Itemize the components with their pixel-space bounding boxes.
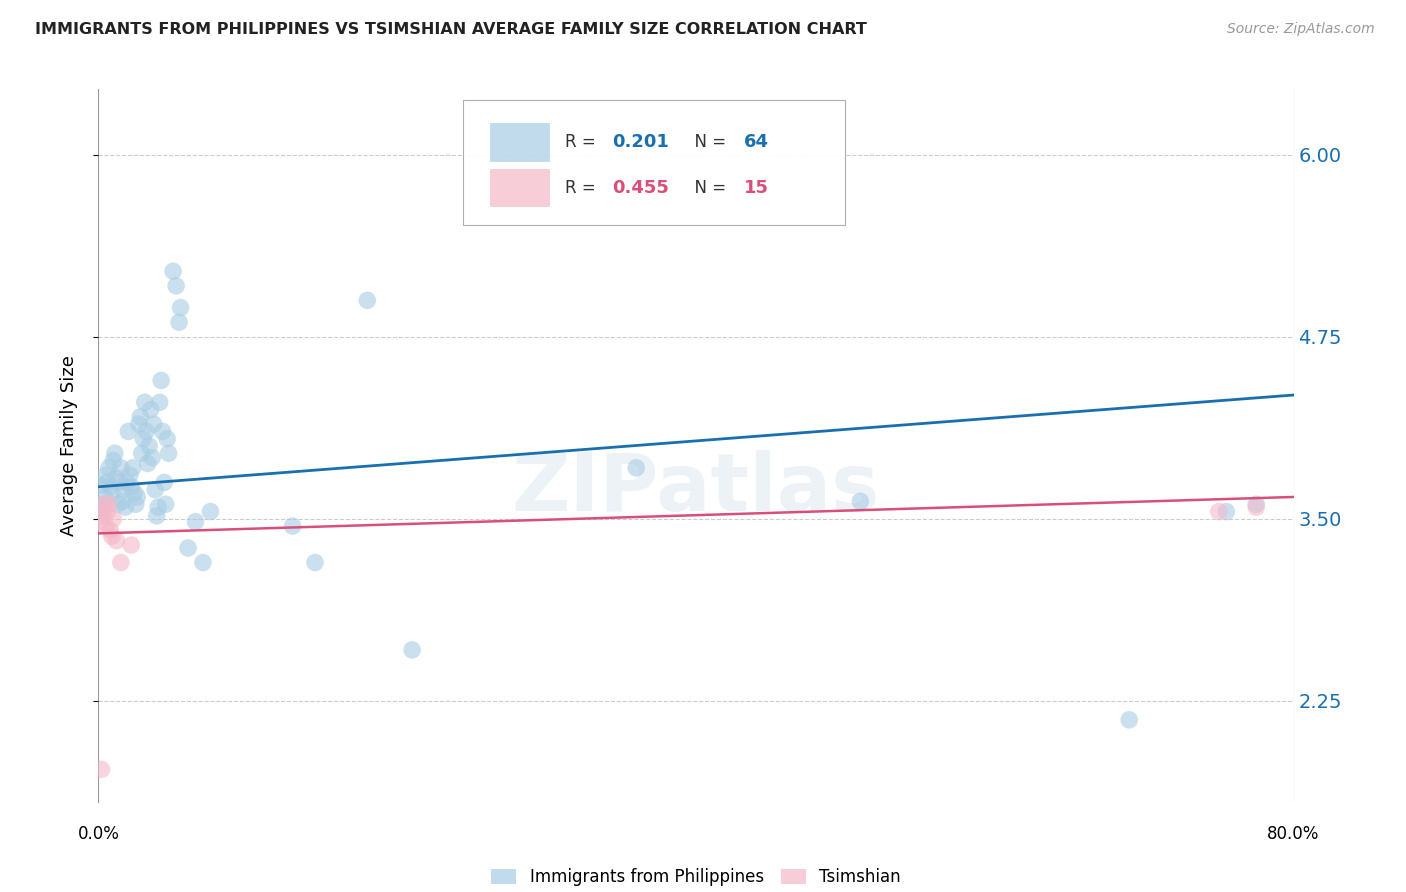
Point [167, 315, 190, 329]
Text: Source: ZipAtlas.com: Source: ZipAtlas.com [1227, 22, 1375, 37]
Point [90, 515, 112, 529]
Point [127, 490, 149, 504]
Point [107, 497, 129, 511]
Text: 0.455: 0.455 [613, 178, 669, 196]
Point [156, 432, 179, 446]
Point [89, 478, 111, 492]
FancyBboxPatch shape [491, 123, 548, 161]
Point [849, 494, 872, 508]
Text: 64: 64 [744, 133, 769, 151]
Text: R =: R = [565, 133, 600, 151]
Point [103, 512, 125, 526]
Text: R =: R = [565, 178, 600, 196]
Point [94, 468, 117, 483]
Point [104, 446, 127, 460]
Point [112, 483, 135, 497]
Point [124, 485, 146, 500]
Point [90, 762, 112, 776]
FancyBboxPatch shape [463, 100, 845, 225]
Point [114, 500, 136, 515]
Text: 80.0%: 80.0% [1267, 825, 1320, 843]
Point [110, 460, 132, 475]
Point [111, 494, 134, 508]
Point [120, 538, 142, 552]
Point [131, 446, 153, 460]
Text: IMMIGRANTS FROM PHILIPPINES VS TSIMSHIAN AVERAGE FAMILY SIZE CORRELATION CHART: IMMIGRANTS FROM PHILIPPINES VS TSIMSHIAN… [35, 22, 868, 37]
Point [117, 425, 139, 439]
Text: 0.201: 0.201 [613, 133, 669, 151]
Point [141, 450, 163, 465]
Point [121, 460, 143, 475]
Point [139, 402, 162, 417]
Point [89, 504, 111, 518]
Point [132, 432, 155, 446]
Point [105, 471, 128, 485]
Text: ZIPatlas: ZIPatlas [512, 450, 880, 528]
Text: N =: N = [685, 178, 731, 196]
Point [401, 643, 423, 657]
Point [162, 264, 184, 278]
Point [115, 475, 138, 490]
Point [150, 374, 173, 388]
Point [120, 480, 142, 494]
Point [118, 468, 141, 483]
Text: 15: 15 [744, 178, 769, 196]
Point [98, 524, 122, 538]
Point [128, 417, 150, 432]
Point [191, 556, 214, 570]
Point [165, 278, 187, 293]
Point [169, 301, 191, 315]
Point [91, 504, 114, 518]
Point [108, 475, 131, 490]
Point [129, 409, 152, 424]
Point [138, 439, 160, 453]
FancyBboxPatch shape [491, 169, 548, 206]
Point [98, 480, 122, 494]
Point [93, 497, 115, 511]
Text: 0.0%: 0.0% [77, 825, 120, 843]
Point [103, 453, 125, 467]
Point [96, 504, 118, 518]
Point [157, 446, 180, 460]
Point [1244, 500, 1267, 515]
Point [101, 529, 124, 543]
Point [200, 504, 222, 518]
Point [94, 519, 117, 533]
Point [135, 425, 157, 439]
Point [304, 556, 326, 570]
Point [110, 556, 132, 570]
Point [136, 457, 159, 471]
Point [145, 508, 167, 523]
Point [177, 541, 200, 555]
Point [143, 483, 166, 497]
Point [134, 395, 156, 409]
Point [97, 460, 120, 475]
Point [91, 508, 114, 523]
Point [1244, 497, 1267, 511]
Text: N =: N = [685, 133, 731, 151]
Point [105, 533, 128, 548]
Y-axis label: Average Family Size: Average Family Size [59, 356, 77, 536]
Point [626, 460, 648, 475]
Point [142, 417, 165, 432]
Point [96, 475, 118, 490]
Point [90, 497, 112, 511]
Point [153, 475, 176, 490]
Point [101, 485, 124, 500]
Legend: Immigrants from Philippines, Tsimshian: Immigrants from Philippines, Tsimshian [485, 861, 907, 892]
Point [281, 519, 304, 533]
Point [356, 293, 378, 308]
Point [1118, 713, 1140, 727]
Point [155, 497, 177, 511]
Point [1208, 504, 1230, 518]
Point [148, 500, 170, 515]
Point [125, 497, 148, 511]
Point [149, 395, 172, 409]
Point [97, 497, 120, 511]
Point [93, 490, 115, 504]
Point [1215, 504, 1237, 518]
Point [184, 515, 207, 529]
Point [152, 425, 174, 439]
